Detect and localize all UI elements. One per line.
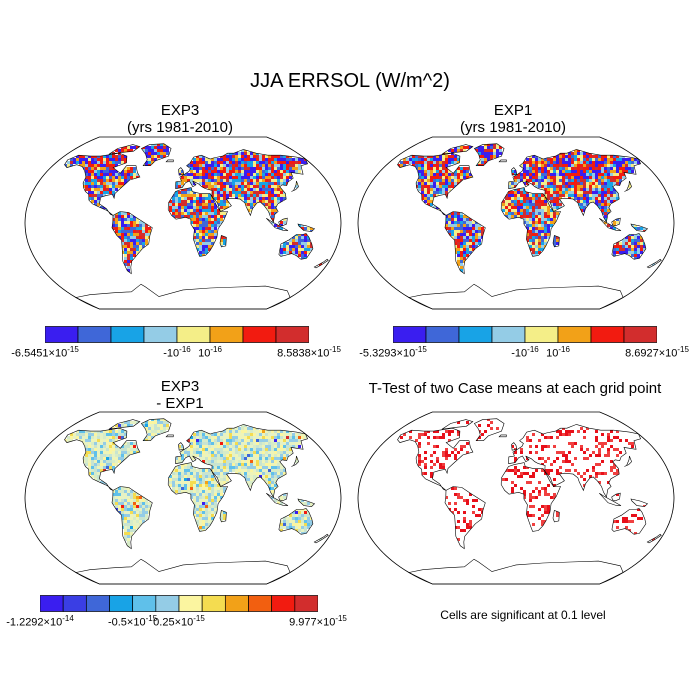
panel-title-line1: EXP1: [493, 102, 533, 119]
colorbar-tick-label: -0.5×10-15: [107, 614, 158, 629]
land-field: [64, 143, 322, 272]
colorbar-tick-label: 9.977×10-15: [289, 614, 347, 629]
colorbar-swatch: [425, 326, 460, 343]
colorbar-tick-label: 8.5838×10-15: [277, 345, 341, 360]
colorbar-swatch: [176, 326, 211, 343]
colorbar-swatch: [524, 326, 559, 343]
panel-title-line2: (yrs 1981-2010): [127, 119, 233, 136]
globe-outline: [24, 136, 342, 310]
colorbar-swatch: [85, 595, 110, 612]
colorbar-swatch: [155, 595, 180, 612]
colorbar-swatch: [590, 326, 625, 343]
land-field: [397, 143, 655, 272]
map-exp3: [24, 136, 342, 310]
colorbar-swatch: [242, 326, 277, 343]
colorbar-swatch: [178, 595, 203, 612]
colorbar-swatch: [271, 595, 296, 612]
colorbar-swatch: [623, 326, 657, 343]
colorbar-swatch: [62, 595, 87, 612]
colorbar-swatch: [45, 326, 79, 343]
colorbar-tick-label: 8.6927×10-15: [625, 345, 689, 360]
colorbar-exp1: [393, 326, 657, 343]
globe-outline: [357, 136, 675, 310]
map-difference: [24, 411, 342, 585]
map-ttest: [357, 411, 675, 585]
colorbar-swatch: [143, 326, 178, 343]
panel-title-exp1: EXP1 (yrs 1981-2010): [393, 102, 633, 136]
colorbar-swatch: [109, 595, 134, 612]
panel-title-line2: - EXP1: [156, 395, 204, 412]
colorbar-tick-label: -6.5451×10-15: [11, 345, 79, 360]
colorbar-swatch: [201, 595, 226, 612]
panel-title-diff: EXP3 - EXP1: [60, 378, 300, 412]
colorbar-swatch: [458, 326, 493, 343]
colorbar-tick-label: -10-16: [511, 345, 539, 360]
colorbar-difference: [40, 595, 318, 612]
colorbar-swatch: [110, 326, 145, 343]
colorbar-tick-label: -10-16: [163, 345, 191, 360]
colorbar-swatch: [77, 326, 112, 343]
colorbar-swatch: [557, 326, 592, 343]
colorbar-swatch: [491, 326, 526, 343]
figure-title: JJA ERRSOL (W/m^2): [250, 70, 450, 92]
colorbar-swatch: [209, 326, 244, 343]
colorbar-tick-label: 10-16: [546, 345, 570, 360]
panel-title-ttest: T-Test of two Case means at each grid po…: [368, 380, 662, 397]
panel-title-line1: EXP3: [160, 102, 200, 119]
colorbar-swatch: [248, 595, 273, 612]
colorbar-tick-label: -5.3293×10-15: [359, 345, 427, 360]
land-field: [400, 418, 655, 541]
colorbar-swatch: [294, 595, 318, 612]
colorbar-swatch: [224, 595, 249, 612]
significance-note: Cells are significant at 0.1 level: [440, 608, 606, 622]
colorbar-tick-label: -1.2292×10-14: [6, 614, 74, 629]
colorbar-swatch: [393, 326, 427, 343]
panel-title-line1: EXP3: [160, 378, 200, 395]
globe-outline: [24, 411, 342, 585]
colorbar-exp3: [45, 326, 309, 343]
colorbar-swatch: [275, 326, 309, 343]
panel-title-exp3: EXP3 (yrs 1981-2010): [60, 102, 300, 136]
panel-title-line2: (yrs 1981-2010): [460, 119, 566, 136]
globe-outline: [357, 411, 675, 585]
map-exp1: [357, 136, 675, 310]
colorbar-tick-label: 0.25×10-15: [153, 614, 205, 629]
land-field: [64, 418, 322, 547]
colorbar-swatch: [40, 595, 64, 612]
colorbar-swatch: [132, 595, 157, 612]
colorbar-tick-label: 10-16: [198, 345, 222, 360]
